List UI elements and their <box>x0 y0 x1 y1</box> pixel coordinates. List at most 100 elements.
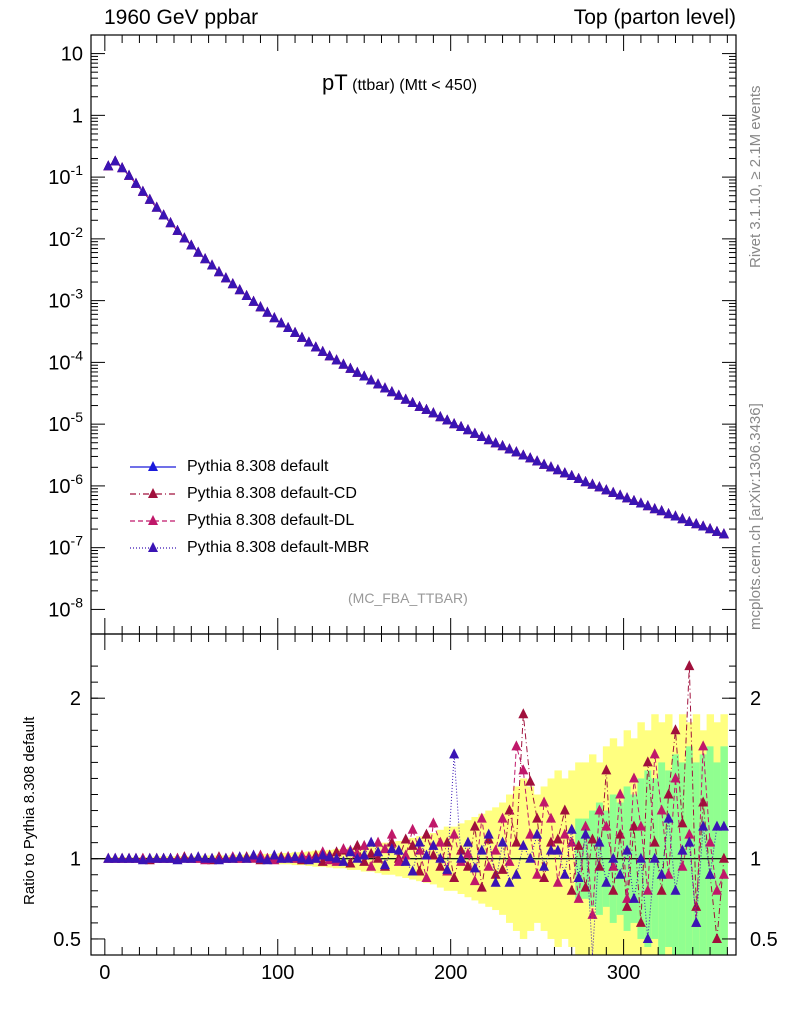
main-series-point <box>587 478 598 489</box>
ratio-series-point <box>594 804 605 815</box>
main-series-point <box>670 510 681 521</box>
ratio-series-point <box>573 839 584 850</box>
legend-entry-mbr: Pythia 8.308 default-MBR <box>128 536 369 560</box>
main-series-point <box>165 217 176 228</box>
ratio-series-point <box>435 836 446 847</box>
ratio-series-point <box>622 900 633 911</box>
ratio-series-point <box>518 839 529 850</box>
ratio-series-point <box>359 849 370 860</box>
main-series-point <box>711 525 722 536</box>
ratio-series-point <box>656 884 667 895</box>
ratio-series-point <box>490 868 501 879</box>
ratio-series-point <box>711 932 722 943</box>
ratio-series-point <box>691 900 702 911</box>
main-series-point <box>539 458 550 469</box>
main-series-point <box>691 518 702 529</box>
ratio-series-point <box>379 843 390 854</box>
main-series-point <box>601 484 612 495</box>
main-series-point <box>677 513 688 524</box>
process-label: Top (parton level) <box>573 6 736 29</box>
ratio-series-point <box>483 828 494 839</box>
ratio-series-point <box>504 855 515 866</box>
ratio-y-tick-label-right: 2 <box>750 688 761 710</box>
ratio-series-point <box>552 876 563 887</box>
ratio-series-point <box>296 852 307 863</box>
main-series-point <box>476 430 487 441</box>
ratio-series-point <box>158 852 169 863</box>
ratio-series-point <box>435 860 446 871</box>
ratio-series-point <box>635 852 646 863</box>
ratio-series-point <box>539 860 550 871</box>
main-series-point <box>303 336 314 347</box>
ratio-series-point <box>705 836 716 847</box>
ratio-series-point <box>352 839 363 850</box>
ratio-series-point <box>573 892 584 903</box>
ratio-series-point <box>711 820 722 831</box>
main-series-point <box>213 266 224 277</box>
main-series-point <box>490 437 501 448</box>
ratio-series-point <box>684 836 695 847</box>
ratio-series-point <box>462 860 473 871</box>
ratio-series-point <box>525 775 536 786</box>
ratio-series-point <box>421 828 432 839</box>
ratio-series-point <box>220 852 231 863</box>
ratio-series-point <box>497 836 508 847</box>
main-series-point <box>366 374 377 385</box>
ratio-series-point <box>386 828 397 839</box>
main-series-2 <box>103 155 729 539</box>
main-series-point <box>684 516 695 527</box>
main-y-tick-label: 10-8 <box>48 594 83 621</box>
main-series-point <box>124 169 135 180</box>
ratio-series-point <box>151 852 162 863</box>
main-series-point <box>317 345 328 356</box>
ratio-series-point <box>698 820 709 831</box>
ratio-y-tick-label-left: 0.5 <box>53 929 81 951</box>
ratio-series-point <box>428 839 439 850</box>
main-series-point <box>227 278 238 289</box>
main-series-point <box>545 461 556 472</box>
main-series-point <box>296 331 307 342</box>
main-series-point <box>234 284 245 295</box>
ratio-series-point <box>379 859 390 870</box>
main-series-point <box>144 193 155 204</box>
x-tick-label: 100 <box>261 962 294 984</box>
ratio-series-point <box>670 772 681 783</box>
main-series-point <box>103 160 114 171</box>
main-series-point <box>628 494 639 505</box>
main-series-point <box>220 272 231 283</box>
ratio-series-point <box>407 823 418 834</box>
ratio-series-point <box>462 836 473 847</box>
ratio-series-point <box>587 908 598 919</box>
main-series-point <box>656 505 667 516</box>
ratio-series-point <box>248 849 259 860</box>
ratio-series-point <box>483 860 494 871</box>
ratio-series-point <box>566 884 577 895</box>
ratio-series-point <box>684 828 695 839</box>
ratio-series-point <box>207 852 218 863</box>
ratio-series-point <box>490 876 501 887</box>
ratio-series-point <box>670 884 681 895</box>
main-series-point <box>359 370 370 381</box>
main-series-point <box>130 177 141 188</box>
main-series-point <box>158 209 169 220</box>
ratio-series-point <box>497 863 508 874</box>
main-series-point <box>462 424 473 435</box>
main-series-point <box>200 253 211 264</box>
x-tick-label: 300 <box>607 962 640 984</box>
ratio-series-point <box>601 764 612 775</box>
plot-title-main: pT <box>322 70 348 95</box>
ratio-series-point <box>428 817 439 828</box>
ratio-series-point <box>442 863 453 874</box>
ratio-series-point <box>241 852 252 863</box>
ratio-series-point <box>317 849 328 860</box>
ratio-series-point <box>373 846 384 857</box>
main-y-tick-label: 1 <box>72 105 83 127</box>
main-series-point <box>594 481 605 492</box>
main-series-point <box>552 464 563 475</box>
legend-entry-default: Pythia 8.308 default <box>128 455 328 479</box>
ratio-series-point <box>539 871 550 882</box>
ratio-series-point <box>456 852 467 863</box>
ratio-series-point <box>670 724 681 735</box>
legend-marker-mbr <box>130 542 176 552</box>
ratio-series-point <box>559 804 570 815</box>
